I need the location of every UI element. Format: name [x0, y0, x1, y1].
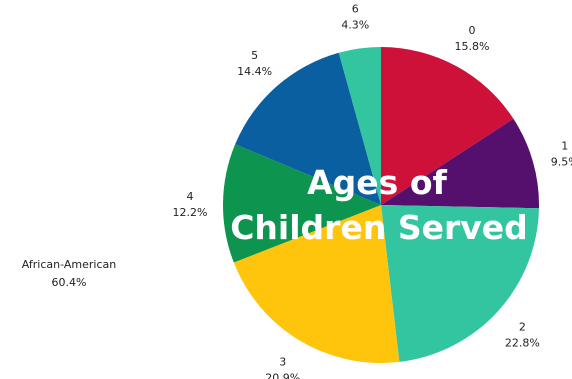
pie-slice-6: [338, 47, 381, 205]
pie-slice-0: [381, 47, 514, 205]
chart-title-line-2: Children Served: [230, 208, 528, 247]
slice-pct-2: 22.8%: [505, 336, 540, 349]
slice-label-5: 5: [251, 49, 258, 62]
slice-label-6: 6: [352, 3, 359, 16]
slice-pct-6: 4.3%: [341, 19, 369, 32]
slice-label-4: 4: [187, 190, 194, 203]
slice-pct-3: 20.9%: [265, 372, 300, 379]
slice-pct-4: 12.2%: [173, 206, 208, 219]
pie-slice-5: [235, 52, 381, 205]
slice-label-3: 3: [279, 356, 286, 369]
extra-label-name: African-American: [22, 258, 116, 271]
pie-slice-1: [381, 118, 540, 209]
slice-pct-5: 14.4%: [237, 65, 272, 78]
slice-pct-1: 9.5%: [551, 156, 572, 169]
slice-labels: 0 15.8% 1 9.5% 2 22.8% 3 20.9% 4 12.2% 5 14.4% 6 4.3%: [173, 3, 572, 379]
chart-title-line-1: Ages of: [307, 163, 447, 202]
slice-label-0: 0: [469, 24, 476, 37]
slice-pct-0: 15.8%: [455, 40, 490, 53]
extra-label-pct: 60.4%: [52, 276, 87, 289]
pie-slice-2: [381, 205, 539, 362]
pie-slice-3: [233, 205, 400, 363]
pie-slices: [222, 47, 540, 363]
pie-slice-4: [222, 144, 381, 263]
slice-label-2: 2: [519, 320, 526, 333]
slice-label-1: 1: [561, 140, 568, 153]
